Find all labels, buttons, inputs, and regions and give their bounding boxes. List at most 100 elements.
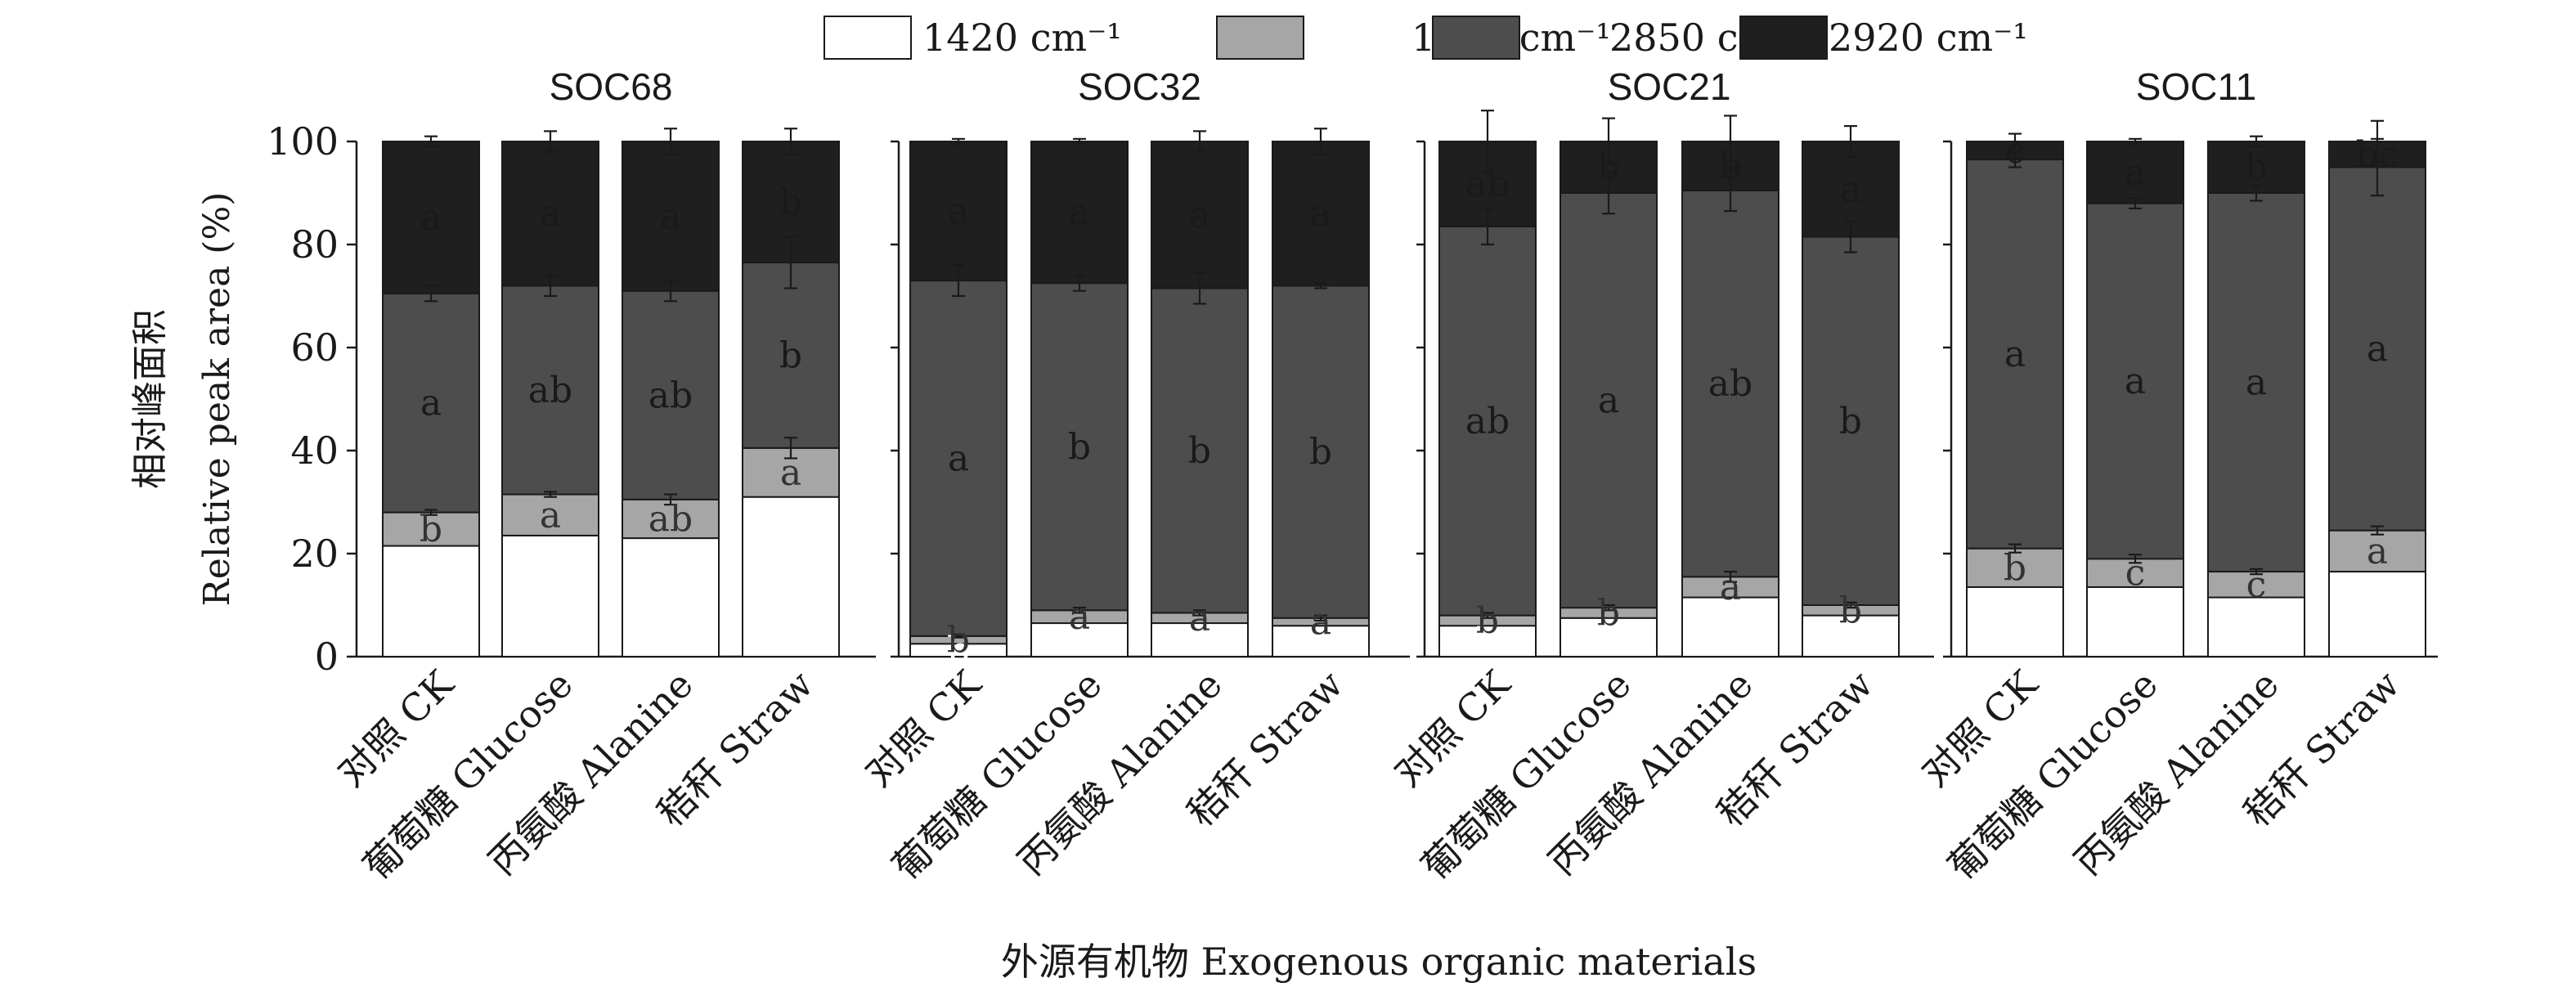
significance-label: ab [648, 375, 693, 416]
y-tick-label: 20 [290, 532, 339, 576]
significance-label: a [1069, 596, 1090, 638]
significance-label: b [779, 334, 802, 376]
bar-segment-1630 [382, 292, 480, 514]
significance-label: b [2245, 147, 2268, 189]
significance-label: a [660, 195, 681, 237]
significance-label: a [2004, 334, 2026, 375]
significance-label: a [2367, 594, 2388, 635]
panel-title: SOC68 [550, 65, 673, 108]
significance-label: c [2125, 553, 2146, 594]
significance-label: a [1189, 195, 1210, 236]
y-tick-label: 100 [267, 119, 339, 164]
bar-segment-1630 [742, 262, 840, 449]
significance-label: b [420, 581, 442, 622]
bar-segment-1630 [1030, 282, 1129, 612]
significance-label: b [1476, 621, 1499, 662]
significance-label: b [1597, 147, 1620, 189]
panel-title: SOC32 [1078, 65, 1201, 108]
y-tick-label: 60 [290, 325, 339, 370]
significance-label: c [2005, 130, 2026, 172]
bar-segment-1630 [1681, 189, 1779, 578]
panel-title: SOC21 [1608, 65, 1731, 108]
bar-segment-1630 [1151, 287, 1249, 614]
significance-label: a [1840, 168, 1861, 210]
bar-segment-2920 [501, 534, 599, 658]
bar-segment-1630 [2328, 166, 2426, 532]
significance-label: ab [1993, 601, 2037, 643]
significance-label: a [540, 193, 561, 235]
category-label: 葡萄糖 Glucose [1940, 662, 2166, 889]
bar-segment-1630 [1802, 236, 1900, 606]
significance-label: a [1720, 607, 1741, 648]
significance-label: ab [1708, 363, 1752, 405]
significance-label: a [1310, 621, 1331, 662]
significance-label: a [1598, 380, 1619, 422]
bar-segment-1630 [2207, 192, 2305, 573]
bar-segment-2920 [1966, 585, 2064, 658]
bar-segment-2920 [622, 537, 720, 657]
significance-label: a [540, 495, 561, 536]
significance-label: ab [648, 498, 693, 540]
significance-label: ab [528, 576, 572, 617]
bar-segment-1420 [1272, 141, 1370, 287]
legend-swatch [824, 16, 912, 60]
bar-segment-1420 [909, 141, 1008, 282]
y-tick-label: 0 [315, 635, 339, 679]
significance-label: b [1068, 426, 1091, 468]
significance-label: b [659, 577, 682, 619]
significance-label: b [779, 182, 802, 223]
legend-label: 2920 cm⁻¹ [1829, 16, 2028, 60]
significance-label: b [947, 620, 970, 662]
bar-segment-1630 [501, 285, 599, 496]
category-label: 丙氨酸 Alanine [1009, 662, 1231, 884]
bar-segment-1420 [1151, 141, 1249, 289]
panel-title: SOC11 [2136, 65, 2256, 108]
legend-swatch [1216, 16, 1304, 60]
y-axis-title-cn: 相对峰面积 [129, 309, 171, 489]
category-label: 丙氨酸 Alanine [2066, 662, 2287, 884]
y-axis-title: Relative peak area (%) [196, 192, 238, 607]
significance-label: a [2367, 531, 2388, 572]
significance-label: ab [1465, 164, 1510, 205]
legend-swatch [1432, 16, 1520, 60]
significance-label: c [2246, 564, 2267, 606]
bar-segment-1630 [1560, 192, 1658, 609]
y-tick-label: 40 [290, 428, 339, 473]
significance-label: b [420, 509, 442, 550]
bar-segment-1420 [2086, 141, 2184, 204]
significance-label: b [1309, 432, 1332, 473]
significance-label: a [420, 197, 442, 239]
significance-label: b [2245, 607, 2268, 648]
bar-segment-1630 [622, 289, 720, 500]
significance-label: ab [528, 370, 572, 411]
bar-segment-2920 [1681, 596, 1779, 657]
bar-segment-2920 [1560, 617, 1658, 657]
significance-label: a [1069, 620, 1090, 662]
significance-label: b [1597, 592, 1620, 634]
bar-segment-1420 [501, 141, 599, 287]
significance-label: b [1476, 600, 1499, 642]
bar-segment-1420 [1030, 141, 1129, 285]
bar-segment-1420 [622, 141, 720, 292]
bar-segment-2920 [742, 496, 840, 658]
category-label: 葡萄糖 Glucose [355, 662, 581, 889]
y-axis: 0 20 40 60 80 100 相对峰面积 Relative peak area (%) [129, 119, 358, 679]
significance-label: a [2367, 329, 2388, 370]
category-label: 丙氨酸 Alanine [480, 662, 702, 884]
significance-label: a [780, 452, 801, 494]
significance-label: bc [2356, 134, 2399, 176]
significance-label: b [1839, 401, 1862, 442]
bar-segment-2850 [622, 498, 720, 540]
significance-label: a [2125, 361, 2146, 402]
category-label: 葡萄糖 Glucose [884, 662, 1111, 889]
bar-segment-2920 [382, 545, 480, 657]
significance-label: b [1839, 590, 1862, 631]
significance-label: a [420, 383, 442, 424]
x-axis-title: 外源有机物 Exogenous organic materials [1001, 940, 1757, 984]
significance-label: a [1310, 601, 1331, 643]
